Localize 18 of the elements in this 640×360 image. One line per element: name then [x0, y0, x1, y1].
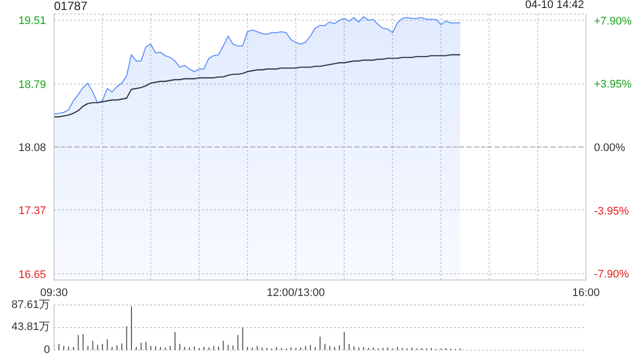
- y2-tick-label: -3.95%: [594, 205, 630, 218]
- y-tick-label: 43.81万: [11, 320, 50, 334]
- y2-tick-label: +3.95%: [594, 78, 632, 91]
- x-tick-label: 09:30: [40, 286, 68, 299]
- y-tick-label: 0: [44, 343, 50, 357]
- y2-tick-label: 0.00%: [594, 142, 626, 154]
- y-tick-label: 18.79: [18, 79, 46, 92]
- y-tick-label: 17.37: [18, 204, 46, 217]
- y-tick-label: 87.61万: [11, 298, 50, 312]
- chart-title: 01787: [54, 0, 88, 13]
- chart-subtitle: 04-10 14:42: [525, 0, 584, 11]
- y-tick-label: 18.08: [18, 142, 46, 154]
- x-tick-label: 16:00: [572, 286, 600, 299]
- y2-tick-label: -7.90%: [594, 268, 630, 281]
- y-tick-label: 16.65: [18, 268, 46, 281]
- y-tick-label: 19.51: [18, 15, 46, 28]
- x-tick-label: 12:00/13:00: [266, 286, 325, 299]
- y2-tick-label: +7.90%: [594, 15, 632, 28]
